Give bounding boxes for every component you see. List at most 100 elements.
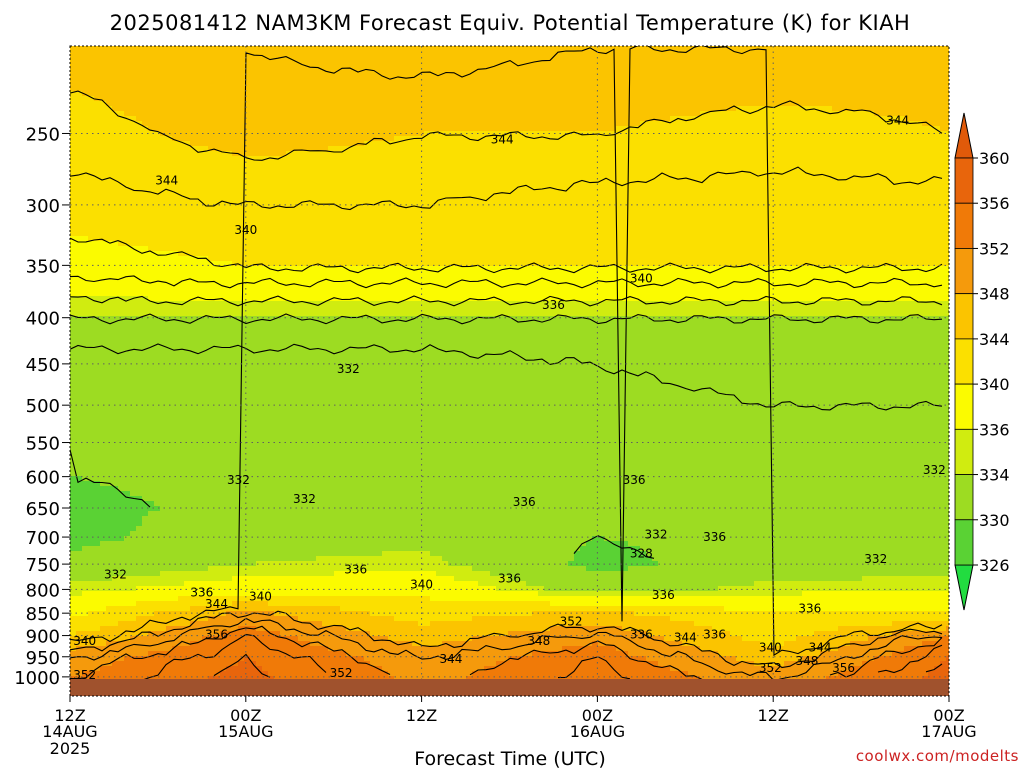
colorbar-label: 340	[979, 375, 1010, 394]
x-tick-date: 17AUG	[921, 722, 976, 741]
contour-label: 336	[798, 602, 821, 616]
contour-label: 336	[703, 530, 726, 544]
colorbar-swatch	[954, 157, 974, 204]
contour-line	[829, 637, 943, 678]
contour-label: 336	[703, 627, 726, 641]
x-tick-label: 12Z	[758, 706, 789, 725]
contour-line	[70, 295, 943, 307]
contour-label: 352	[73, 668, 96, 682]
contour-label: 348	[795, 654, 818, 668]
colorbar-label: 348	[979, 285, 1010, 304]
contour-label: 336	[630, 627, 653, 641]
contour-label: 356	[832, 661, 855, 675]
contour-label: 340	[630, 272, 653, 286]
contour-label: 336	[498, 571, 521, 585]
contour-label: 344	[439, 652, 462, 666]
contour-line	[70, 625, 391, 680]
x-tick-label: 00Z	[933, 706, 964, 725]
contour-label: 352	[759, 661, 782, 675]
contour-line	[70, 90, 943, 161]
contour-line	[213, 653, 271, 678]
colorbar-label: 336	[979, 420, 1010, 439]
contour-line	[70, 617, 943, 682]
contour-label: 352	[330, 666, 353, 680]
y-tick-label: 900	[26, 627, 60, 648]
contour-line	[573, 535, 655, 559]
contour-label: 336	[652, 588, 675, 602]
contour-label: 344	[155, 174, 178, 188]
colorbar: 360 356 352 348 344 340 336 334 330 326	[954, 112, 1010, 611]
colorbar-swatch	[954, 293, 974, 340]
contour-label: 332	[337, 362, 360, 376]
plot-frame	[69, 45, 950, 697]
y-tick-label: 450	[26, 355, 60, 376]
colorbar-swatch	[954, 383, 974, 430]
contour-label: 332	[227, 473, 250, 487]
contour-line	[70, 449, 151, 508]
contour-label: 344	[491, 133, 514, 147]
colorbar-swatch	[954, 248, 974, 295]
contour-line	[141, 633, 327, 681]
x-tick-label: 00Z	[582, 706, 613, 725]
x-tick-date: 15AUG	[218, 722, 273, 741]
contour-label: 340	[73, 634, 96, 648]
contour-line	[70, 237, 943, 274]
x-tick-label: 12Z	[406, 706, 437, 725]
colorbar-swatch	[954, 519, 974, 566]
colorbar-label: 356	[979, 194, 1010, 213]
contour-label: 332	[645, 527, 668, 541]
x-tick-date: 14AUG	[42, 722, 97, 741]
contour-line	[70, 313, 943, 325]
y-tick-label: 750	[26, 555, 60, 576]
y-tick-label: 550	[26, 434, 60, 455]
contour-label: 344	[886, 114, 909, 128]
colorbar-label: 352	[979, 239, 1010, 258]
contour-label: 340	[759, 641, 782, 655]
contour-label: 344	[674, 631, 697, 645]
contour-label: 336	[513, 495, 536, 509]
contour-label: 352	[560, 614, 583, 628]
contour-label: 340	[410, 577, 433, 591]
contour-label: 344	[205, 597, 228, 611]
colorbar-label: 344	[979, 330, 1010, 349]
y-tick-label: 700	[26, 528, 60, 549]
contour-label: 328	[630, 547, 653, 561]
contour-label: 340	[234, 223, 257, 237]
contour-line	[70, 610, 943, 669]
y-tick-label: 950	[26, 648, 60, 669]
colorbar-swatch	[954, 428, 974, 475]
contour-label: 336	[623, 473, 646, 487]
colorbar-extend-top	[954, 112, 974, 159]
colorbar-label: 334	[979, 466, 1010, 485]
contour-label: 340	[249, 590, 272, 604]
colorbar-extend-bottom	[954, 564, 974, 611]
y-tick-label: 250	[26, 124, 60, 145]
contour-line	[925, 663, 943, 673]
contour-label: 336	[190, 585, 213, 599]
colorbar-swatch	[954, 338, 974, 385]
y-tick-label: 650	[26, 499, 60, 520]
y-tick-label: 850	[26, 604, 60, 625]
y-tick-label: 300	[26, 196, 60, 217]
colorbar-label: 360	[979, 149, 1010, 168]
contour-line	[877, 644, 943, 674]
contour-line	[70, 166, 943, 211]
x-tick-date: 16AUG	[570, 722, 625, 741]
contour-label: 356	[205, 627, 228, 641]
colorbar-swatch	[954, 202, 974, 249]
x-tick-label: 12Z	[54, 706, 85, 725]
y-tick-label: 400	[26, 309, 60, 330]
plot-area: 344 344 344 340 340 336 332 332 332 336 336 332 332 3…	[70, 46, 949, 696]
contour-line	[70, 275, 943, 289]
y-tick-label: 350	[26, 256, 60, 277]
credit-text: coolwx.com/modelts	[856, 747, 1019, 765]
colorbar-swatch	[954, 474, 974, 521]
y-axis: 2503003504004505005506006507007508008509…	[14, 124, 70, 689]
contour-line	[70, 46, 943, 657]
surface-band	[70, 679, 949, 696]
colorbar-label: 330	[979, 511, 1010, 530]
x-axis-label: Forecast Time (UTC)	[414, 748, 605, 768]
contour-label: 332	[923, 463, 946, 477]
contour-label: 336	[542, 298, 565, 312]
